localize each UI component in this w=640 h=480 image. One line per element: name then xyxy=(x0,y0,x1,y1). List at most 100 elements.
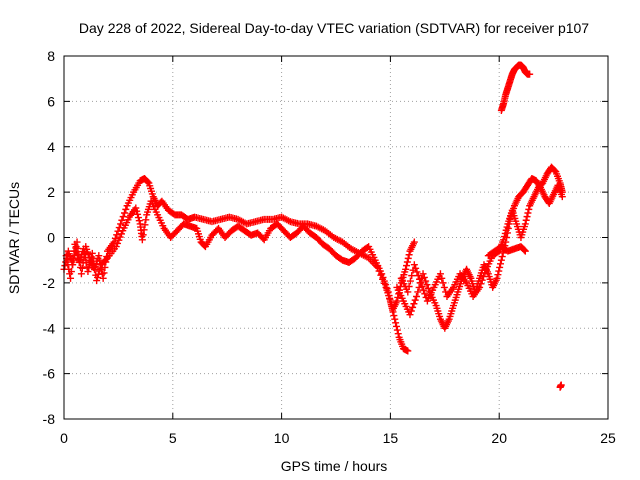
x-tick-label: 25 xyxy=(600,430,616,446)
data-point xyxy=(436,270,444,278)
data-point xyxy=(85,264,93,272)
data-point xyxy=(493,274,501,282)
data-point xyxy=(382,281,390,289)
data-point xyxy=(90,260,98,268)
data-point xyxy=(500,233,508,241)
data-point xyxy=(114,239,122,247)
data-point xyxy=(68,261,76,269)
data-point xyxy=(500,236,508,244)
data-point xyxy=(557,381,565,389)
data-point xyxy=(120,209,128,217)
data-point xyxy=(73,248,81,256)
data-point xyxy=(419,286,427,294)
data-point xyxy=(118,216,126,224)
data-point xyxy=(410,261,418,269)
data-point xyxy=(84,268,92,276)
y-tick-label: -8 xyxy=(43,411,56,427)
data-point xyxy=(122,205,130,213)
x-tick-label: 20 xyxy=(491,430,507,446)
x-tick-label: 15 xyxy=(383,430,399,446)
data-point xyxy=(391,315,399,323)
data-point xyxy=(88,249,96,257)
data-point xyxy=(94,270,102,278)
y-tick-label: 4 xyxy=(47,139,55,155)
data-point xyxy=(404,347,412,355)
data-point xyxy=(476,283,484,291)
series-track-g xyxy=(556,381,565,391)
x-axis-title: GPS time / hours xyxy=(281,458,388,474)
data-point xyxy=(80,245,88,253)
data-point xyxy=(525,205,533,213)
x-tick-label: 0 xyxy=(60,430,68,446)
data-point xyxy=(134,214,142,222)
data-point xyxy=(139,231,147,239)
data-point xyxy=(414,288,422,296)
y-tick-label: -2 xyxy=(43,275,56,291)
data-point xyxy=(523,213,531,221)
data-point xyxy=(379,273,387,281)
y-axis-title: SDTVAR / TECUs xyxy=(6,182,22,294)
data-point xyxy=(383,284,391,292)
data-point xyxy=(410,300,418,308)
data-point xyxy=(403,262,411,270)
data-point xyxy=(406,277,414,285)
data-point xyxy=(380,277,388,285)
data-point xyxy=(418,283,426,291)
data-point xyxy=(71,240,79,248)
data-point xyxy=(133,207,141,215)
data-point xyxy=(67,268,75,276)
data-point xyxy=(386,295,394,303)
series-track-e xyxy=(484,243,529,260)
data-point xyxy=(403,258,411,266)
data-point xyxy=(117,230,125,238)
series-track-a xyxy=(60,175,412,355)
data-point xyxy=(416,275,424,283)
data-point xyxy=(558,188,566,196)
data-point xyxy=(393,326,401,334)
data-point xyxy=(502,226,510,234)
y-tick-label: 0 xyxy=(47,230,55,246)
y-tick-labels: -8 -6 -4 -2 0 2 4 6 8 xyxy=(43,48,56,427)
data-point xyxy=(496,263,504,271)
data-point xyxy=(390,312,398,320)
data-point xyxy=(405,251,413,259)
data-point xyxy=(497,260,505,268)
x-tick-label: 10 xyxy=(274,430,290,446)
data-point xyxy=(385,292,393,300)
data-point xyxy=(404,254,412,262)
data-point xyxy=(95,267,103,275)
data-points xyxy=(60,61,566,391)
data-point xyxy=(69,254,77,262)
data-point xyxy=(494,271,502,279)
data-point xyxy=(497,256,505,264)
data-point xyxy=(67,274,75,282)
data-point xyxy=(78,264,86,272)
data-point xyxy=(117,220,125,228)
data-point xyxy=(424,284,432,292)
data-point xyxy=(407,307,415,315)
data-point xyxy=(413,292,421,300)
data-point xyxy=(61,262,69,270)
data-point xyxy=(72,244,80,252)
data-point xyxy=(404,288,412,296)
data-point xyxy=(521,247,529,255)
data-point xyxy=(140,226,148,234)
data-point xyxy=(405,283,413,291)
data-point xyxy=(438,274,446,282)
data-point xyxy=(412,264,420,272)
data-point xyxy=(521,220,529,228)
data-point xyxy=(520,246,528,254)
data-point xyxy=(89,255,97,263)
data-point xyxy=(95,252,103,260)
x-tick-label: 5 xyxy=(169,430,177,446)
data-point xyxy=(477,280,485,288)
y-tick-label: 8 xyxy=(47,48,55,64)
data-point xyxy=(94,273,102,281)
y-tick-label: 2 xyxy=(47,184,55,200)
data-point xyxy=(423,281,431,289)
data-point xyxy=(480,273,488,281)
data-point xyxy=(93,277,101,285)
data-point xyxy=(394,330,402,338)
y-tick-label: -4 xyxy=(43,320,56,336)
